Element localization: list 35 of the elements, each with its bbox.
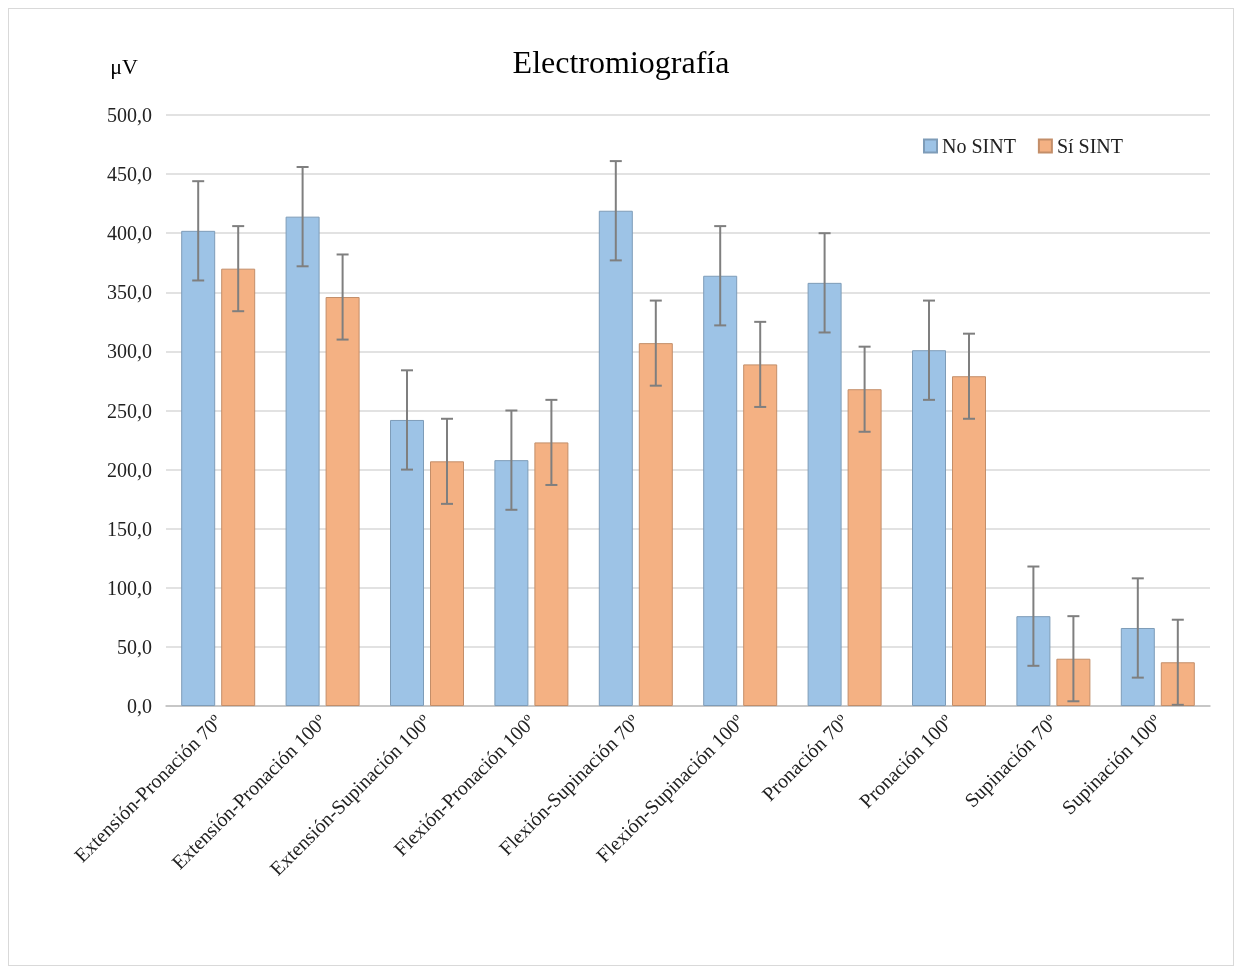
bar xyxy=(703,275,738,706)
bar xyxy=(952,376,986,706)
bar xyxy=(743,364,778,706)
bar xyxy=(1120,627,1155,706)
y-tick-label: 250,0 xyxy=(107,399,152,422)
bar xyxy=(390,419,424,706)
bar xyxy=(430,461,464,706)
y-tick-label: 100,0 xyxy=(107,576,152,599)
legend-label: Sí SINT xyxy=(1056,135,1123,157)
y-tick-label: 450,0 xyxy=(107,163,152,186)
y-tick-label: 300,0 xyxy=(107,340,152,363)
legend-label: No SINT xyxy=(941,135,1016,157)
bar xyxy=(912,350,946,706)
bar xyxy=(285,216,320,706)
bar xyxy=(181,230,216,706)
bar xyxy=(325,297,360,706)
bar xyxy=(1160,662,1195,706)
y-axis-title: μV xyxy=(110,53,139,79)
bar xyxy=(221,268,256,706)
bar xyxy=(598,210,633,706)
bar xyxy=(638,343,673,706)
bar xyxy=(534,442,569,706)
bar xyxy=(494,460,529,706)
bar xyxy=(1016,616,1051,706)
y-tick-label: 0,0 xyxy=(127,695,152,717)
y-tick-label: 400,0 xyxy=(107,222,152,245)
y-tick-label: 500,0 xyxy=(107,104,152,126)
y-tick-label: 200,0 xyxy=(107,458,152,481)
y-tick-label: 350,0 xyxy=(107,281,152,304)
chart-title: Electromiografía xyxy=(512,44,730,80)
bar xyxy=(1056,658,1091,706)
bar xyxy=(847,389,882,706)
bar xyxy=(807,282,842,706)
y-tick-label: 150,0 xyxy=(107,517,152,540)
y-tick-label: 50,0 xyxy=(117,635,152,658)
